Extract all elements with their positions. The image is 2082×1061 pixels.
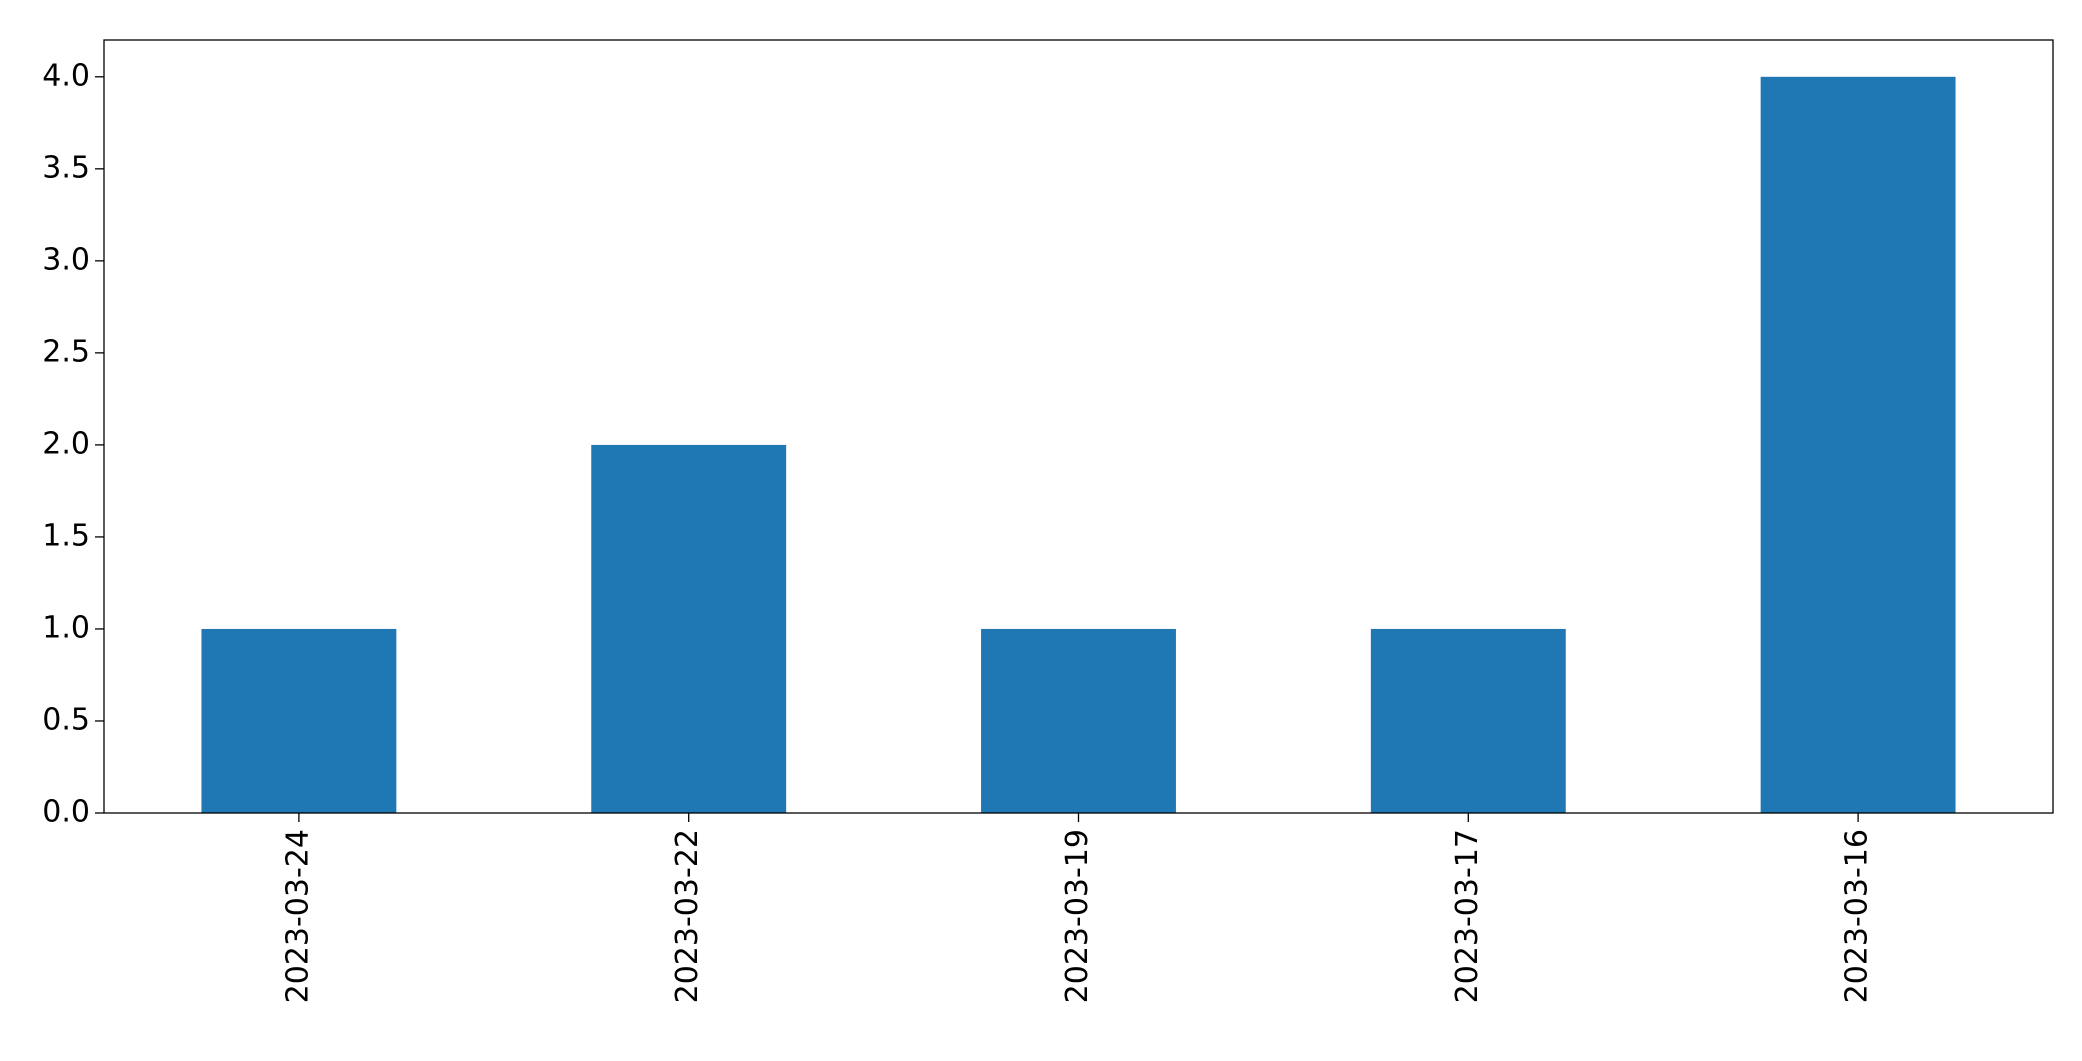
y-tick-label: 1.5	[42, 518, 90, 553]
x-tick-label: 2023-03-17	[1450, 829, 1485, 1003]
bar	[201, 628, 397, 813]
x-tick-label: 2023-03-22	[670, 829, 705, 1003]
y-tick-label: 0.0	[42, 795, 90, 830]
y-tick-label: 3.5	[42, 150, 90, 185]
bar	[1370, 628, 1566, 813]
y-tick-label: 0.5	[42, 702, 90, 737]
bar	[1760, 76, 1956, 814]
y-tick-label: 4.0	[42, 58, 90, 93]
y-tick-label: 1.0	[42, 610, 90, 645]
plot-frame	[103, 39, 2054, 814]
bar	[591, 444, 787, 813]
y-tick-label: 2.0	[42, 426, 90, 461]
bar	[981, 628, 1176, 813]
y-tick-label: 2.5	[42, 334, 90, 369]
x-tick-label: 2023-03-16	[1840, 829, 1875, 1003]
x-tick-label: 2023-03-24	[280, 829, 315, 1003]
y-tick-label: 3.0	[42, 242, 90, 277]
x-tick-label: 2023-03-19	[1060, 829, 1095, 1003]
